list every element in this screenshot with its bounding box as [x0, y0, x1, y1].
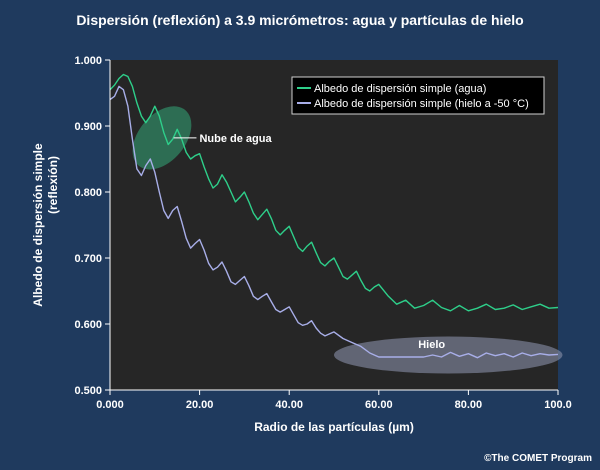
- axes-layer: 0.500 0.600 0.700 0.800 0.900 1.000 0.000 20.00…: [74, 55, 571, 411]
- y-tick-label: 1.000: [74, 55, 102, 67]
- y-tick-label: 0.500: [74, 385, 102, 397]
- legend: Albedo de dispersión simple (agua) Albedo…: [291, 76, 545, 115]
- y-tick-label: 0.900: [74, 121, 102, 133]
- x-tick-label: 40.00: [275, 399, 303, 411]
- water-cloud-label: Nube de agua: [199, 133, 272, 145]
- credit-text: ©The COMET Program: [484, 453, 592, 464]
- x-axis-label: Radio de las partículas (µm): [254, 420, 414, 434]
- ice-label: Hielo: [418, 339, 445, 351]
- ice-ellipse: [334, 336, 563, 374]
- water-cloud-ellipse: [132, 106, 192, 170]
- chart-title: Dispersión (reflexión) a 3.9 micrómetros…: [76, 12, 524, 28]
- x-tick-label: 60.00: [365, 399, 393, 411]
- legend-entry-ice: Albedo de dispersión simple (hielo a -50…: [314, 98, 529, 110]
- y-tick-label: 0.600: [74, 319, 102, 331]
- y-tick-label: 0.700: [74, 253, 102, 265]
- annotations-layer: [132, 106, 563, 374]
- legend-box: [291, 76, 545, 115]
- annotation-labels: Nube de agua Hielo: [173, 133, 445, 351]
- water-series-line: [109, 73, 559, 312]
- y-axis-label-secondary: (reflexión): [46, 156, 60, 214]
- series-layer: [109, 73, 559, 359]
- ice-series-line: [109, 85, 559, 359]
- y-tick-label: 0.800: [74, 187, 102, 199]
- x-tick-label: 100.0: [544, 399, 572, 411]
- x-tick-label: 0.000: [96, 399, 124, 411]
- x-tick-label: 20.00: [186, 399, 214, 411]
- legend-entry-water: Albedo de dispersión simple (agua): [314, 83, 486, 95]
- x-tick-label: 80.00: [455, 399, 483, 411]
- y-axis-label: Albedo de dispersión simple: [31, 143, 45, 307]
